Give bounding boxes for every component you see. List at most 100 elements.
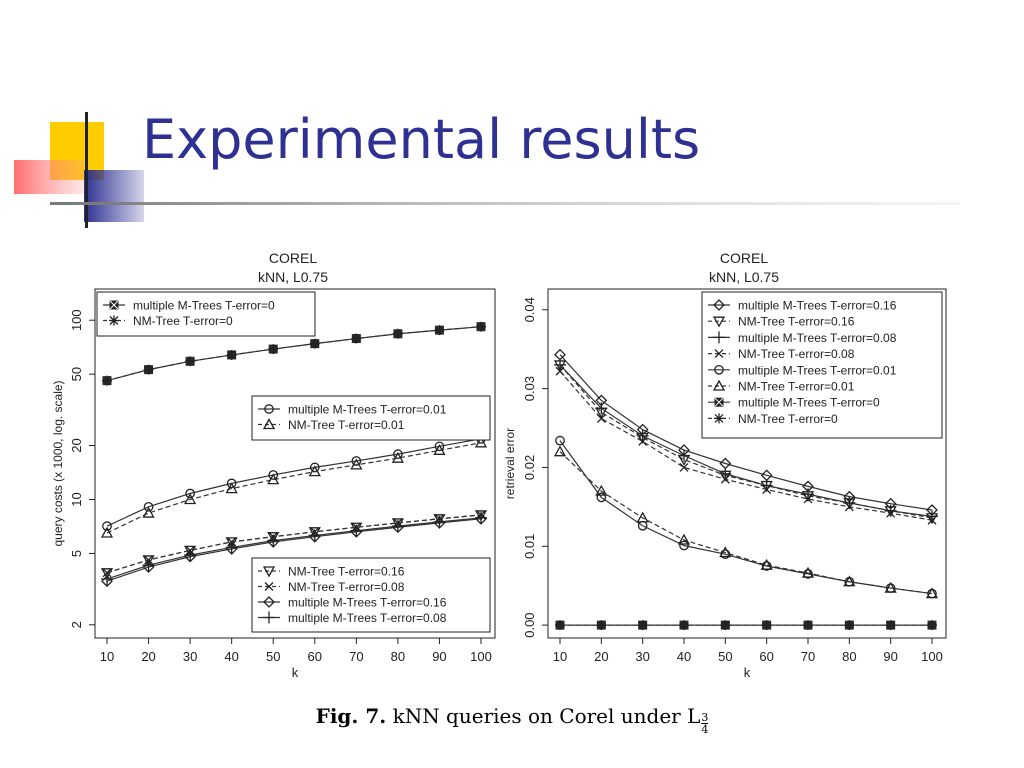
x-axis-label: k [744,665,751,680]
legend-marker [262,566,276,578]
data-point [225,541,238,554]
legend-box [96,291,316,337]
y-tick-label: 20 [69,438,84,452]
data-point [143,501,154,512]
data-point [927,620,937,631]
series-line [106,326,482,382]
y-tick-label: 100 [69,309,84,331]
data-point [267,473,280,485]
data-point [102,568,112,578]
x-tick-label: 10 [100,649,114,664]
y-axis-label: retrieval error [503,428,517,499]
deco-vertical-line [85,112,88,228]
data-point [844,620,855,631]
data-point [844,502,854,512]
y-tick-label: 0.02 [522,455,537,480]
y-tick-label: 2 [69,621,84,628]
data-point [350,524,363,537]
legend: multiple M-Trees T-error=0.16 NM-Tree T-e… [701,291,943,439]
data-point [555,620,565,631]
plot-frame [547,288,947,639]
x-tick-label: 70 [349,649,363,664]
x-tick-label: 30 [183,649,197,664]
data-point [226,349,237,360]
title-underline [50,202,960,205]
data-point [476,321,486,332]
series-multiple-m-trees-t-error-0-08 [101,511,487,586]
y-axis-label: query costs (x 1000, log. scale) [51,380,65,546]
x-tick-label: 60 [759,649,773,664]
series-multiple-m-trees-t-error-0-01 [102,433,486,531]
legend-label: NM-Tree T-error=0 [133,314,233,328]
chart-title: COREL [269,250,317,266]
data-point [267,532,280,544]
data-point [843,575,856,587]
data-point [308,529,321,542]
data-point [102,375,112,386]
data-point [925,587,939,599]
data-point [885,620,896,631]
legend-marker [264,582,274,591]
chart-subtitle: kNN, L0.75 [709,269,779,285]
data-point [184,549,197,562]
data-point [679,620,689,631]
legend-label: NM-Tree T-error=0.01 [288,418,405,432]
legend-marker [262,418,276,430]
data-point [392,328,403,339]
series-line [106,517,482,580]
x-tick-label: 80 [842,649,856,664]
legend: multiple M-Trees T-error=0NM-Tree T-erro… [96,291,316,337]
data-point [267,534,280,547]
y-tick-label: 0.00 [522,612,537,637]
legend-marker [714,413,724,424]
legend-label: NM-Tree T-error=0.01 [738,380,855,394]
data-point [595,402,608,415]
y-tick-label: 0.03 [522,376,537,401]
data-point [555,366,565,376]
data-point [803,494,813,504]
data-point [100,568,114,580]
series-line [106,438,482,527]
data-point [884,504,897,517]
data-point [434,325,445,336]
data-point [679,462,689,472]
data-point [101,573,113,586]
data-point [596,492,607,503]
series-nm-tree-t-error-0 [102,321,486,386]
data-point [760,558,773,570]
data-point [351,333,362,344]
data-point [309,338,320,349]
x-tick-label: 40 [677,649,691,664]
legend-box [701,291,943,439]
legend-label: multiple M-Trees T-error=0.01 [738,363,897,377]
data-point [720,474,730,484]
chart-subtitle: kNN, L0.75 [258,269,328,285]
x-tick-label: 100 [921,649,943,664]
data-point [226,478,237,489]
data-point [143,364,154,375]
series-line [559,440,933,595]
data-point [554,358,566,371]
legend-marker [713,299,725,311]
data-point [225,537,238,549]
data-point [884,581,897,593]
legend-label: NM-Tree T-error=0.08 [738,347,855,361]
series-line [559,451,933,595]
x-tick-label: 70 [801,649,815,664]
x-tick-label: 80 [391,649,405,664]
data-point [803,620,813,631]
legend-marker [109,300,119,310]
x-tick-label: 90 [432,649,446,664]
data-point [100,526,114,538]
data-point [595,484,608,496]
data-point [142,559,155,572]
data-point [102,521,112,531]
legend-marker [714,397,724,407]
legend-marker [712,379,726,391]
legend-marker [713,331,725,344]
data-point [185,488,195,499]
data-point [555,435,565,446]
data-point [142,506,155,518]
legend-marker [712,316,726,328]
legend-label: multiple M-Trees T-error=0 [133,299,275,313]
